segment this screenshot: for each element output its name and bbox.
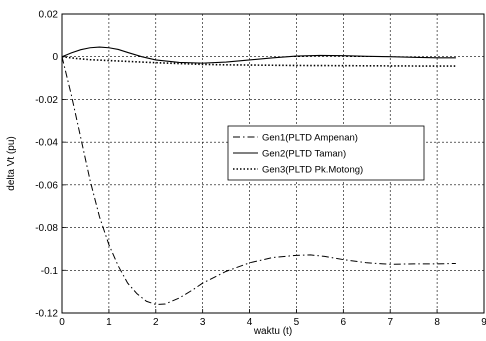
x-tick-label: 7 <box>387 317 393 328</box>
y-tick-label: 0.02 <box>39 10 59 21</box>
legend: Gen1(PLTD Ampenan) Gen2(PLTD Taman) Gen3… <box>227 125 425 181</box>
x-tick-label: 3 <box>200 317 206 328</box>
series-line-gen3 <box>61 55 456 67</box>
x-tick-label: 0 <box>59 317 65 328</box>
x-tick-label: 4 <box>247 317 253 328</box>
legend-entry-gen3: Gen3(PLTD Pk.Motong) <box>262 165 363 176</box>
y-tick-label: 0 <box>52 52 58 63</box>
y-tick-label: -0.12 <box>35 309 58 320</box>
x-tick-label: 5 <box>294 317 300 328</box>
y-tick-label: -0.06 <box>35 180 58 191</box>
y-axis-label: delta Vt (pu) <box>6 136 17 190</box>
x-tick-label: 9 <box>481 317 486 328</box>
legend-entry-gen1: Gen1(PLTD Ampenan) <box>262 133 358 144</box>
legend-entry-gen2: Gen2(PLTD Taman) <box>262 149 346 160</box>
x-tick-label: 2 <box>153 317 159 328</box>
x-tick-label: 1 <box>106 317 112 328</box>
plot-frame <box>61 13 485 314</box>
x-tick-label: 8 <box>434 317 440 328</box>
y-tick-label: -0.02 <box>35 95 58 106</box>
series-line-gen2 <box>61 46 456 64</box>
series-line-gen1 <box>61 56 456 305</box>
y-tick-label: -0.1 <box>41 266 59 277</box>
y-tick-label: -0.08 <box>35 223 58 234</box>
y-tick-label: -0.04 <box>35 138 58 149</box>
axis-ticks: 0 1 2 3 4 5 6 7 8 9 0.02 0 -0.02 -0.04 -0.06 -0.08 -0.1 -… <box>35 10 486 329</box>
x-tick-label: 6 <box>341 317 347 328</box>
legend-box <box>227 125 425 181</box>
x-axis-label: waktu (t) <box>253 326 292 337</box>
series-group <box>61 46 456 305</box>
